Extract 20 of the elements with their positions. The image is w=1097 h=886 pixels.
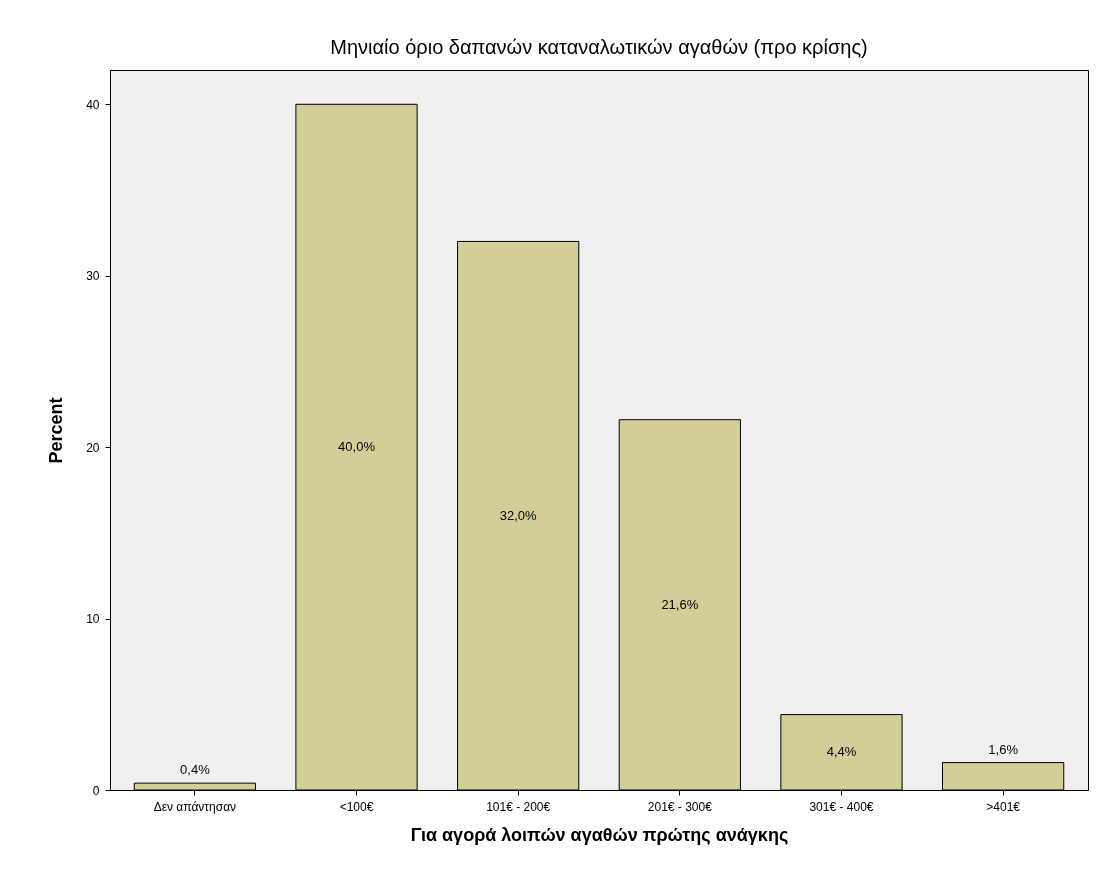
y-tick-label: 20 [86,440,100,455]
y-tick-label: 0 [92,783,100,798]
x-tick-label: Δεν απάντησαν [153,799,237,814]
data-label: 1,6% [988,741,1019,757]
y-axis-title: Percent [46,397,67,464]
x-tick-label: 201€ - 300€ [647,799,713,814]
x-tick-label: <100€ [339,799,374,814]
data-label: 0,4% [180,762,211,778]
data-label: 40,0% [338,439,376,455]
data-label: 4,4% [826,744,857,760]
x-tick-label: >401€ [986,799,1021,814]
data-label: 21,6% [661,596,699,612]
x-tick-label: 101€ - 200€ [486,799,551,814]
y-tick-label: 30 [86,269,100,284]
y-tick-label: 10 [86,612,100,627]
y-tick-label: 40 [86,97,100,112]
x-tick-label: 301€ - 400€ [809,799,874,814]
data-label: 32,0% [499,507,538,523]
chart-title: Μηνιαίο όριο δαπανών καταναλωτικών αγαθών (προ κρίσης) [330,36,868,58]
x-axis-title: Για αγορά λοιπών αγαθών πρώτης ανάγκης [410,824,789,845]
